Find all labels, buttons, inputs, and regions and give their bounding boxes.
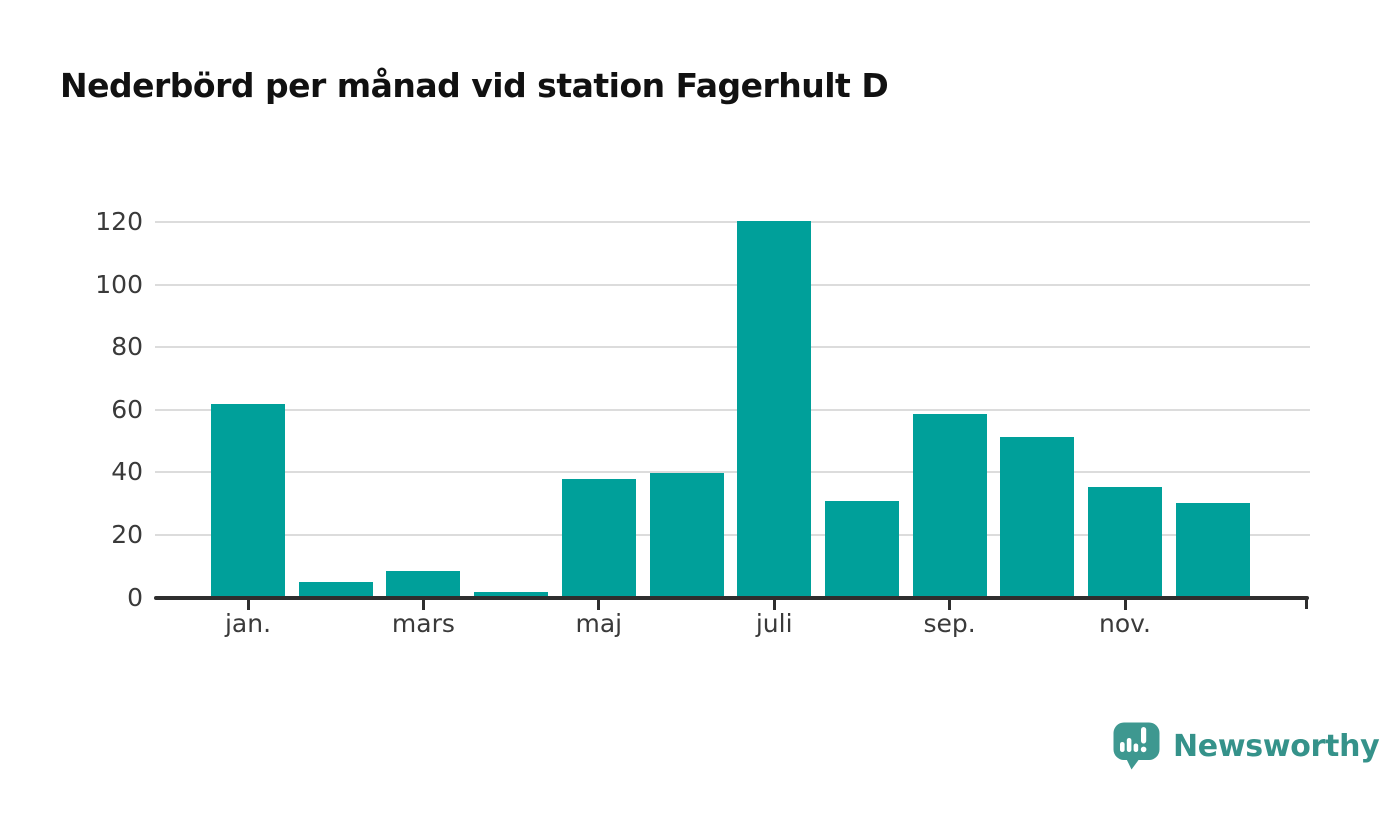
gridline: [155, 283, 1310, 286]
y-axis-tick-label: 20: [111, 519, 143, 549]
x-axis-tick-label: maj: [575, 609, 623, 638]
x-axis-end-tick: [1305, 597, 1308, 609]
bar-dec: [1176, 502, 1250, 598]
newsworthy-logo-text: Newsworthy: [1173, 728, 1380, 764]
x-axis-tick-label: mars: [391, 609, 455, 638]
y-axis-tick-label: 60: [111, 394, 143, 424]
bar-apr: [474, 591, 548, 598]
gridline: [155, 533, 1310, 536]
x-axis-tick-label: nov.: [1099, 609, 1151, 638]
newsworthy-logo-icon: [1113, 722, 1160, 770]
newsworthy-logo: Newsworthy: [1113, 722, 1380, 770]
bar-sep: [913, 413, 987, 598]
x-tick-jan: [246, 599, 250, 610]
x-axis-tick-label: jan.: [224, 609, 272, 638]
y-axis-tick-label: 40: [111, 457, 143, 487]
bar-nov: [1088, 486, 1162, 598]
x-tick-nov: [1123, 599, 1127, 610]
gridline: [155, 346, 1310, 349]
bar-maj: [562, 478, 636, 598]
bar-juni: [650, 472, 724, 598]
x-axis-tick-label: juli: [755, 609, 793, 638]
x-axis-line: [154, 595, 1309, 600]
gridline: [155, 221, 1310, 224]
y-axis-tick-label: 120: [95, 207, 143, 237]
x-axis-tick-label: sep.: [923, 609, 976, 638]
bar-okt: [1000, 436, 1074, 598]
y-axis-tick-label: 80: [111, 332, 143, 362]
bar-aug: [825, 500, 899, 598]
bar-feb: [299, 581, 373, 598]
x-tick-sep: [948, 599, 952, 610]
y-axis-tick-label: 100: [95, 269, 143, 299]
chart-title: Nederbörd per månad vid station Fagerhul…: [60, 66, 889, 105]
y-axis-tick-label: 0: [127, 582, 143, 612]
x-tick-maj: [597, 599, 601, 610]
bar-juli: [737, 220, 811, 598]
x-tick-juli: [772, 599, 776, 610]
x-tick-mars: [421, 599, 425, 610]
gridline: [155, 408, 1310, 411]
bar-mars: [386, 570, 460, 598]
bar-jan: [211, 403, 285, 598]
gridline: [155, 471, 1310, 474]
